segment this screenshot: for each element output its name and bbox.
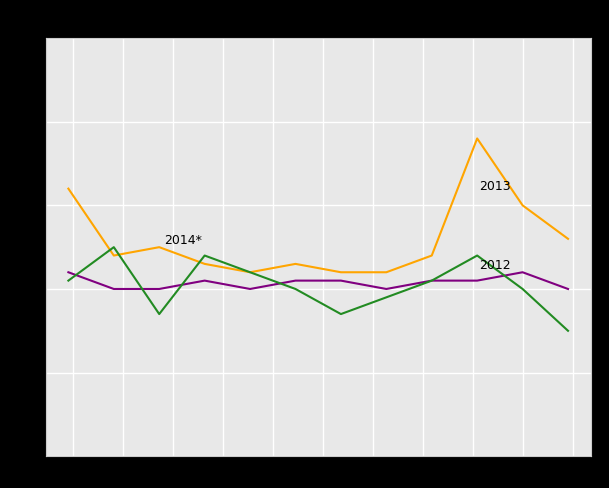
Text: 2014*: 2014* [164, 234, 202, 246]
Text: 2013: 2013 [479, 179, 511, 192]
Text: 2012: 2012 [479, 259, 511, 271]
